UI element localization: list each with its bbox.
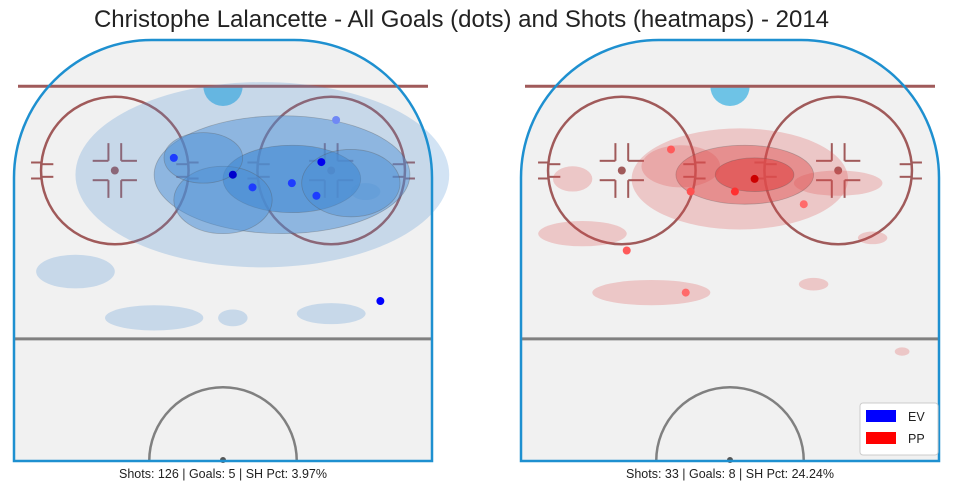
- goal-dot: [376, 297, 385, 306]
- legend-label-pp: PP: [908, 432, 925, 446]
- goal-dot: [248, 183, 257, 192]
- heatmap-contour: [301, 149, 401, 218]
- caption-pp: Shots: 33 | Goals: 8 | SH Pct: 24.24%: [626, 467, 834, 481]
- faceoff-dot-right: [834, 166, 843, 175]
- goal-dot: [666, 145, 675, 154]
- chart-title: Christophe Lalancette - All Goals (dots)…: [93, 6, 830, 33]
- goal-dot: [750, 174, 759, 183]
- goal-dot: [317, 158, 326, 167]
- center-circle: [654, 386, 806, 462]
- goal-dot: [799, 200, 808, 209]
- heatmap-contour: [173, 165, 273, 235]
- legend: EV PP: [859, 402, 939, 456]
- goal-dot: [287, 179, 296, 188]
- faceoff-circle-left: [39, 95, 190, 246]
- heatmap-contour: [552, 166, 593, 192]
- heatmap-contour: [222, 144, 362, 214]
- center-circle: [147, 386, 299, 462]
- faceoff-circle-left: [546, 95, 697, 246]
- heatmap-contour: [793, 170, 883, 196]
- rink-ice: [14, 40, 432, 461]
- legend-label-ev: EV: [908, 410, 925, 424]
- heatmap-contour: [857, 231, 888, 245]
- heatmap-contour: [163, 132, 244, 184]
- goal-dot: [622, 246, 631, 255]
- heatmap-contour: [350, 183, 381, 200]
- faceoff-dot-left: [617, 166, 626, 175]
- heatmap-contour: [714, 157, 795, 192]
- heatmap-contour: [798, 277, 829, 291]
- faceoff-dot-left: [110, 166, 119, 175]
- rink-boards: [12, 38, 434, 463]
- heatmap-contour: [894, 347, 910, 356]
- rink-boards: [519, 38, 941, 463]
- goal-dot: [228, 170, 237, 179]
- goal-crease: [203, 86, 243, 106]
- panel-ev: [12, 38, 450, 463]
- heatmap-contour: [36, 254, 115, 289]
- heatmap-contour: [104, 305, 204, 331]
- caption-ev: Shots: 126 | Goals: 5 | SH Pct: 3.97%: [119, 467, 327, 481]
- goal-dot: [169, 153, 178, 162]
- goal-dot: [730, 187, 739, 196]
- goal-dot: [681, 288, 690, 297]
- goal-dot: [312, 191, 321, 200]
- heatmap-contour: [641, 145, 721, 188]
- rink-ice: [521, 40, 939, 461]
- goal-crease: [710, 86, 750, 106]
- heatmap-contour: [538, 221, 627, 247]
- heatmap-contour: [218, 309, 248, 327]
- goal-dot: [686, 187, 695, 196]
- heatmap-contour: [592, 279, 711, 306]
- legend-swatch-ev: [866, 410, 896, 422]
- heatmap-contour: [296, 303, 366, 325]
- panel-pp: [519, 38, 941, 463]
- legend-swatch-pp: [866, 432, 896, 444]
- goal-dot: [332, 115, 341, 124]
